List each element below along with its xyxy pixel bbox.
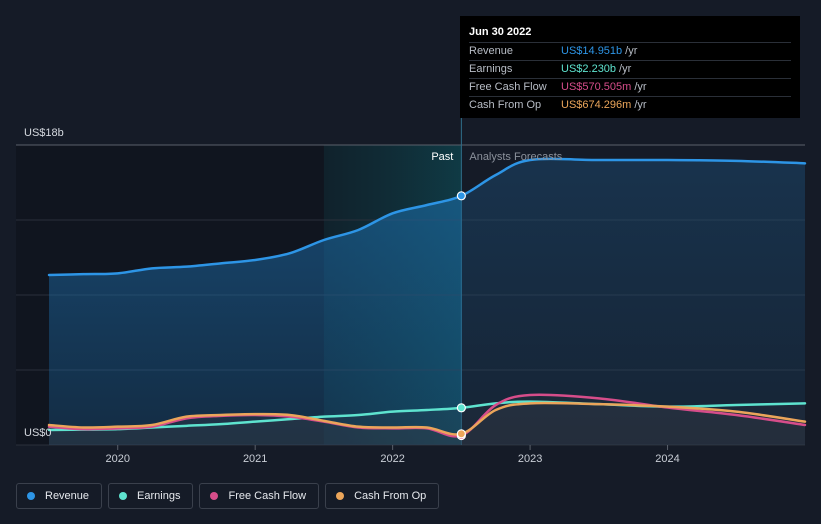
revenue-area-forecast <box>461 158 805 445</box>
legend-dot-earnings <box>119 492 128 500</box>
legend-label-revenue: Revenue <box>45 490 90 502</box>
tooltip-fcf-value: US$570.505m <box>561 81 632 93</box>
tooltip: Jun 30 2022 Revenue US$14.951b /yr Earni… <box>460 16 800 118</box>
cash-from-op-marker <box>456 429 466 439</box>
legend-label-earnings: Earnings <box>137 490 181 502</box>
legend-dot-revenue <box>27 492 35 500</box>
legend-item-earnings[interactable]: Earnings <box>108 483 194 509</box>
cash-from-op-line <box>47 401 807 436</box>
legend-item-cash-from-op[interactable]: Cash From Op <box>325 483 440 509</box>
x-tick-label: 2024 <box>655 453 679 465</box>
y-axis-top-label: US$18b <box>24 127 64 139</box>
x-tick-label: 2022 <box>380 453 404 465</box>
x-tick-label: 2021 <box>243 453 267 465</box>
legend: Revenue Earnings Free Cash Flow Cash Fro… <box>16 483 440 509</box>
legend-item-free-cash-flow[interactable]: Free Cash Flow <box>199 483 320 509</box>
tooltip-row-cfo: Cash From Op US$674.296m /yr <box>469 96 791 114</box>
cash-from-op-area <box>49 402 805 445</box>
x-tick-label: 2023 <box>518 453 542 465</box>
legend-label-cash-from-op: Cash From Op <box>354 490 427 502</box>
tooltip-fcf-unit: /yr <box>634 81 647 93</box>
legend-label-free-cash-flow: Free Cash Flow <box>228 490 307 502</box>
tooltip-row-revenue: Revenue US$14.951b /yr <box>469 42 791 60</box>
free-cash-flow-area <box>49 394 805 445</box>
earnings-area <box>49 401 805 445</box>
tooltip-earnings-unit: /yr <box>619 63 632 75</box>
legend-dot-cash-from-op <box>336 492 345 500</box>
tooltip-earnings-value: US$2.230b <box>561 63 617 75</box>
legend-item-revenue[interactable]: Revenue <box>16 483 103 509</box>
tooltip-cfo-unit: /yr <box>634 99 647 111</box>
x-tick-label: 2020 <box>105 453 129 465</box>
tooltip-row-earnings: Earnings US$2.230b /yr <box>469 60 791 78</box>
y-axis-bottom-label: US$0 <box>24 427 52 439</box>
past-label: Past <box>431 151 453 163</box>
earnings-marker <box>456 403 466 413</box>
revenue-area-past <box>49 195 462 445</box>
forecast-label: Analysts Forecasts <box>469 151 562 163</box>
legend-dot-free-cash-flow <box>210 492 219 500</box>
tooltip-revenue-value: US$14.951b <box>561 45 623 57</box>
tooltip-revenue-name: Revenue <box>469 45 514 57</box>
tooltip-row-fcf: Free Cash Flow US$570.505m /yr <box>469 78 791 96</box>
tooltip-fcf-name: Free Cash Flow <box>469 81 547 93</box>
revenue-line <box>47 157 807 277</box>
tooltip-cfo-value: US$674.296m <box>561 99 632 111</box>
tooltip-revenue-unit: /yr <box>625 45 638 57</box>
tooltip-cfo-name: Cash From Op <box>469 99 542 111</box>
tooltip-earnings-name: Earnings <box>469 63 513 75</box>
tooltip-date: Jun 30 2022 <box>469 26 532 38</box>
revenue-marker <box>456 191 466 201</box>
